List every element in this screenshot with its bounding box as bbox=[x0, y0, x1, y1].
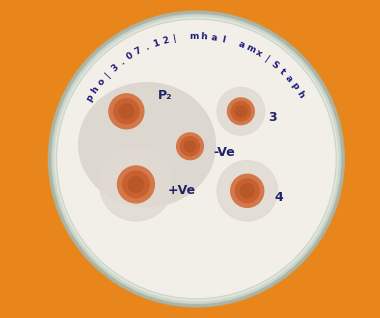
Text: 4: 4 bbox=[274, 191, 283, 204]
Circle shape bbox=[231, 102, 250, 121]
Text: h: h bbox=[294, 89, 306, 99]
Text: p: p bbox=[289, 81, 300, 91]
Circle shape bbox=[53, 16, 339, 302]
Text: h: h bbox=[200, 32, 207, 41]
Text: 7: 7 bbox=[133, 46, 143, 57]
Circle shape bbox=[217, 161, 277, 221]
Text: 3: 3 bbox=[109, 62, 120, 73]
Circle shape bbox=[231, 174, 264, 207]
Text: P₂: P₂ bbox=[158, 89, 173, 102]
Circle shape bbox=[180, 137, 200, 156]
Text: -Ve: -Ve bbox=[214, 146, 236, 159]
Circle shape bbox=[235, 106, 247, 117]
Text: a: a bbox=[283, 73, 294, 84]
Circle shape bbox=[114, 99, 139, 124]
Circle shape bbox=[240, 184, 254, 198]
Text: 3: 3 bbox=[268, 111, 277, 124]
Circle shape bbox=[217, 87, 265, 135]
Text: .: . bbox=[144, 42, 150, 52]
Text: x: x bbox=[254, 48, 264, 59]
Text: +Ve: +Ve bbox=[168, 184, 196, 197]
Circle shape bbox=[128, 177, 144, 192]
Text: 1: 1 bbox=[152, 38, 161, 49]
Circle shape bbox=[184, 141, 196, 152]
Text: m: m bbox=[244, 43, 256, 55]
Text: h: h bbox=[90, 84, 101, 95]
Text: a: a bbox=[237, 40, 246, 51]
Text: l: l bbox=[221, 35, 226, 44]
Text: |: | bbox=[173, 34, 177, 43]
Ellipse shape bbox=[79, 83, 215, 207]
Text: |: | bbox=[103, 70, 112, 79]
Text: |: | bbox=[263, 54, 271, 64]
Text: 2: 2 bbox=[161, 35, 169, 46]
Circle shape bbox=[123, 171, 149, 198]
Circle shape bbox=[177, 133, 203, 160]
Text: o: o bbox=[96, 77, 107, 87]
Text: a: a bbox=[210, 33, 217, 43]
Text: m: m bbox=[190, 32, 199, 41]
Circle shape bbox=[100, 148, 173, 221]
Circle shape bbox=[109, 94, 144, 129]
Circle shape bbox=[228, 98, 254, 125]
Text: t: t bbox=[277, 67, 287, 76]
Text: 0: 0 bbox=[125, 51, 135, 61]
Text: .: . bbox=[118, 57, 126, 66]
Circle shape bbox=[117, 166, 154, 203]
Circle shape bbox=[119, 104, 134, 119]
Circle shape bbox=[235, 179, 259, 203]
Text: p: p bbox=[85, 93, 96, 103]
Circle shape bbox=[49, 12, 343, 306]
Text: S: S bbox=[269, 59, 280, 71]
Circle shape bbox=[57, 19, 336, 299]
